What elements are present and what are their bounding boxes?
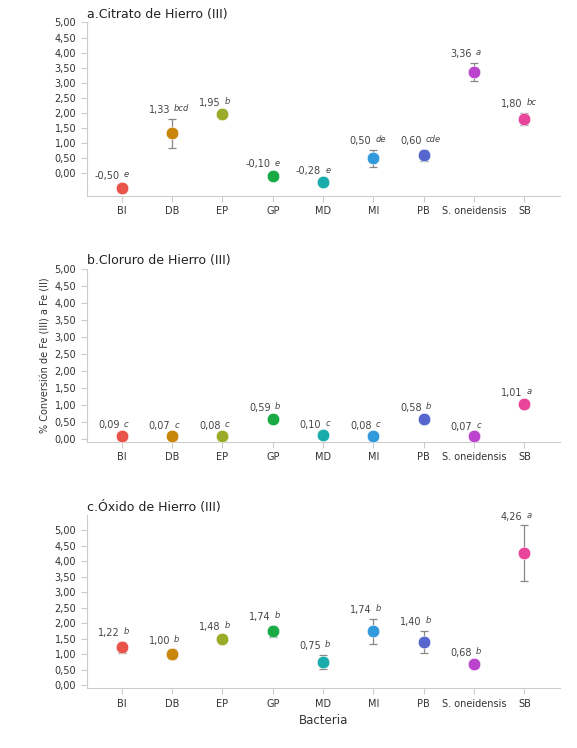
Text: e: e [275, 159, 280, 168]
Text: c: c [376, 420, 380, 429]
Text: 1,74: 1,74 [249, 612, 271, 622]
Text: c: c [224, 420, 229, 429]
Text: 0,59: 0,59 [249, 403, 271, 413]
Text: b: b [224, 621, 230, 630]
Text: c: c [325, 420, 330, 429]
Text: b: b [275, 402, 280, 411]
Text: b: b [426, 402, 431, 411]
Text: b: b [275, 611, 280, 620]
Text: b: b [224, 97, 230, 106]
Text: c.Óxido de Hierro (III): c.Óxido de Hierro (III) [87, 500, 220, 514]
Text: 0,68: 0,68 [451, 648, 472, 657]
Text: -0,10: -0,10 [246, 159, 271, 169]
Text: 1,95: 1,95 [199, 98, 220, 108]
Text: b: b [376, 604, 381, 613]
Text: 0,08: 0,08 [199, 421, 220, 431]
Text: e: e [124, 170, 129, 179]
Text: 0,10: 0,10 [299, 420, 321, 430]
Text: -0,28: -0,28 [296, 166, 321, 177]
Y-axis label: % Conversión de Fe (III) a Fe (II): % Conversión de Fe (III) a Fe (II) [40, 278, 50, 433]
Text: bcd: bcd [174, 104, 189, 113]
X-axis label: Bacteria: Bacteria [298, 714, 348, 727]
Text: c: c [174, 420, 179, 429]
Text: 1,74: 1,74 [350, 605, 372, 615]
Text: 1,80: 1,80 [501, 99, 522, 109]
Text: 0,07: 0,07 [148, 421, 170, 432]
Text: b: b [426, 616, 431, 625]
Text: 1,40: 1,40 [400, 617, 422, 627]
Text: b: b [124, 627, 129, 637]
Text: 0,50: 0,50 [350, 136, 372, 146]
Text: b: b [325, 640, 331, 649]
Text: 0,09: 0,09 [98, 420, 120, 430]
Text: 1,01: 1,01 [501, 388, 522, 398]
Text: 0,75: 0,75 [299, 641, 321, 652]
Text: a: a [476, 49, 481, 58]
Text: a: a [526, 511, 531, 520]
Text: 0,07: 0,07 [451, 422, 472, 432]
Text: 0,58: 0,58 [400, 402, 422, 413]
Text: b.Cloruro de Hierro (III): b.Cloruro de Hierro (III) [87, 254, 230, 268]
Text: 0,08: 0,08 [350, 421, 372, 431]
Text: 1,33: 1,33 [149, 105, 170, 114]
Text: a: a [526, 387, 531, 396]
Text: e: e [325, 165, 330, 174]
Text: c: c [124, 420, 129, 429]
Text: cde: cde [426, 135, 441, 144]
Text: 3,36: 3,36 [451, 49, 472, 59]
Text: c: c [476, 421, 481, 430]
Text: 4,26: 4,26 [501, 512, 522, 521]
Text: a.Citrato de Hierro (III): a.Citrato de Hierro (III) [87, 8, 227, 21]
Text: bc: bc [526, 98, 537, 108]
Text: de: de [376, 135, 386, 144]
Text: 1,22: 1,22 [98, 628, 120, 638]
Text: 1,00: 1,00 [149, 636, 170, 646]
Text: b: b [476, 647, 482, 656]
Text: 0,60: 0,60 [400, 136, 422, 146]
Text: -0,50: -0,50 [95, 171, 120, 181]
Text: b: b [174, 635, 179, 644]
Text: 1,48: 1,48 [199, 622, 220, 632]
